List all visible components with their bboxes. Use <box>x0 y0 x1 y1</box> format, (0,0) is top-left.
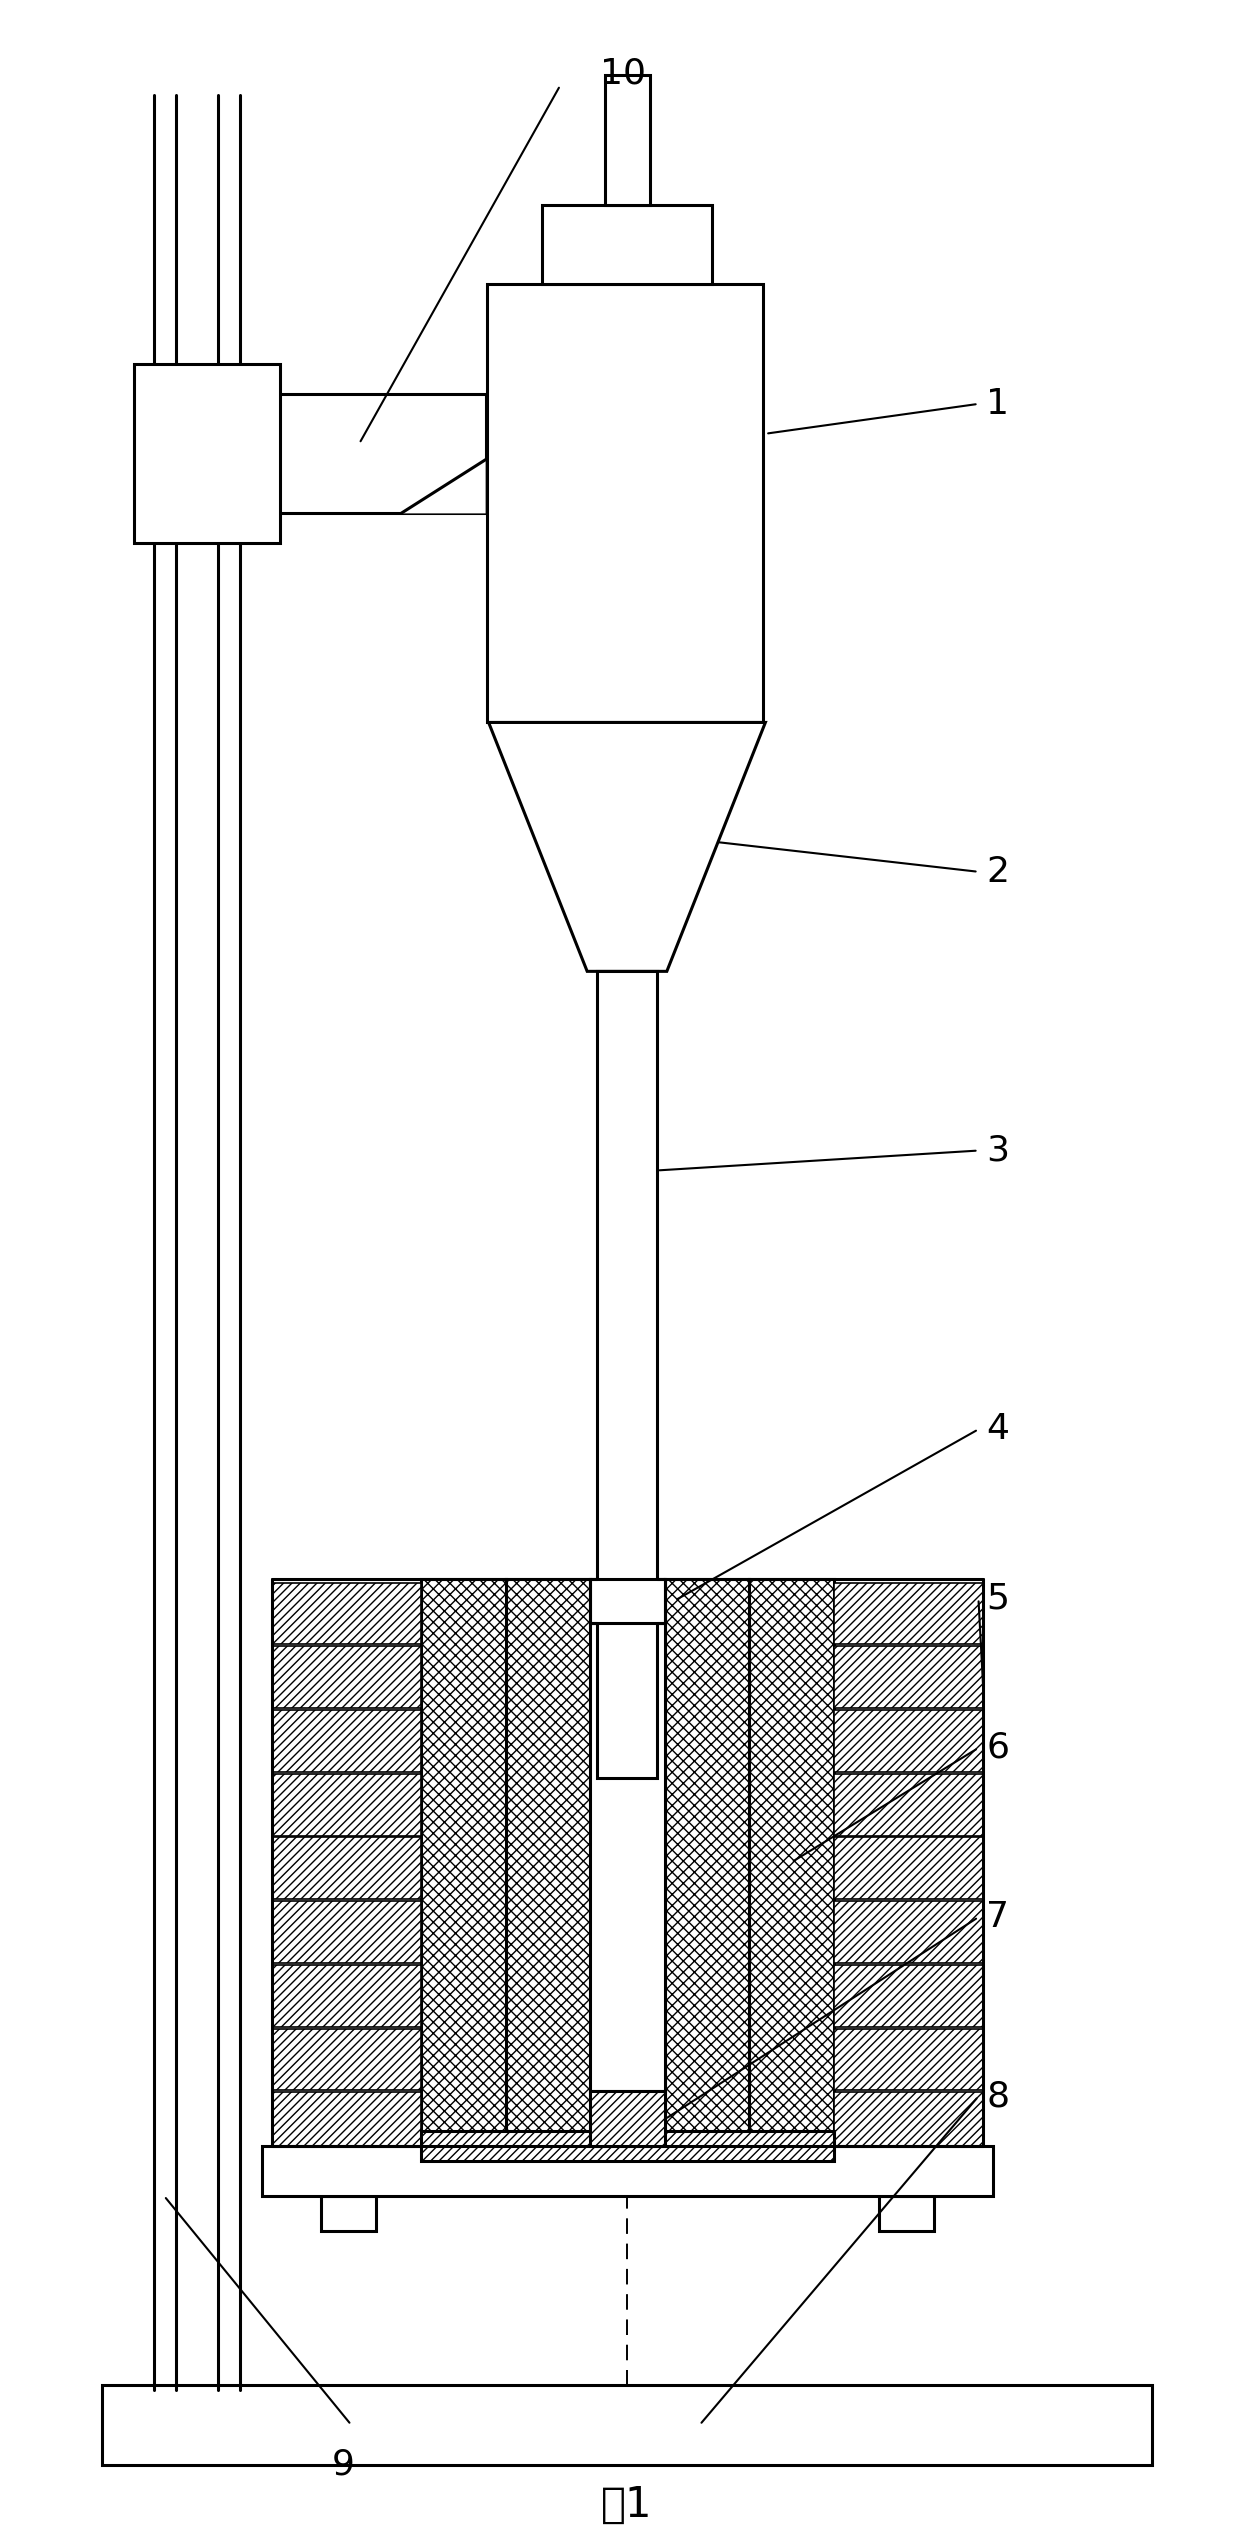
Bar <box>272 2028 421 2089</box>
Bar <box>834 1901 983 1962</box>
Text: 9: 9 <box>331 2449 354 2482</box>
Polygon shape <box>401 459 485 512</box>
Bar <box>272 1837 421 1898</box>
Bar <box>834 1646 983 1707</box>
Text: 图1: 图1 <box>601 2484 653 2525</box>
Bar <box>134 364 280 543</box>
Bar <box>834 2092 983 2153</box>
Bar <box>272 1710 421 1771</box>
Bar <box>543 204 711 285</box>
Bar <box>591 2092 665 2145</box>
Text: 8: 8 <box>987 2079 1009 2112</box>
Bar <box>606 76 650 204</box>
Polygon shape <box>489 724 765 971</box>
Bar <box>240 395 485 512</box>
Bar <box>272 1965 421 2026</box>
Bar <box>262 2145 993 2196</box>
Text: 5: 5 <box>987 1582 1009 1615</box>
Bar <box>834 2028 983 2089</box>
Text: 10: 10 <box>601 56 646 89</box>
Bar <box>834 1965 983 2026</box>
Bar <box>272 1582 421 1643</box>
Bar <box>487 285 764 724</box>
Bar <box>421 1580 505 2145</box>
Text: 2: 2 <box>987 854 1009 889</box>
Bar <box>834 1773 983 1835</box>
Bar <box>591 1580 665 1623</box>
Bar <box>591 1623 665 2092</box>
Text: 1: 1 <box>987 387 1009 420</box>
Text: 3: 3 <box>987 1134 1009 1167</box>
Bar <box>321 2196 376 2230</box>
Bar <box>834 1837 983 1898</box>
Bar <box>834 1582 983 1643</box>
Bar <box>421 2130 834 2161</box>
Text: 7: 7 <box>987 1901 1009 1934</box>
Bar <box>272 2092 421 2153</box>
Text: 6: 6 <box>987 1730 1009 1766</box>
Bar <box>597 971 657 1779</box>
Bar <box>272 1901 421 1962</box>
Bar <box>505 1580 591 2145</box>
Text: 4: 4 <box>987 1412 1009 1447</box>
Bar <box>750 1580 834 2145</box>
Bar <box>103 2385 1151 2464</box>
Bar <box>272 1646 421 1707</box>
Bar <box>665 1580 750 2145</box>
Bar <box>879 2196 934 2230</box>
Bar <box>272 1773 421 1835</box>
Bar <box>834 1710 983 1771</box>
